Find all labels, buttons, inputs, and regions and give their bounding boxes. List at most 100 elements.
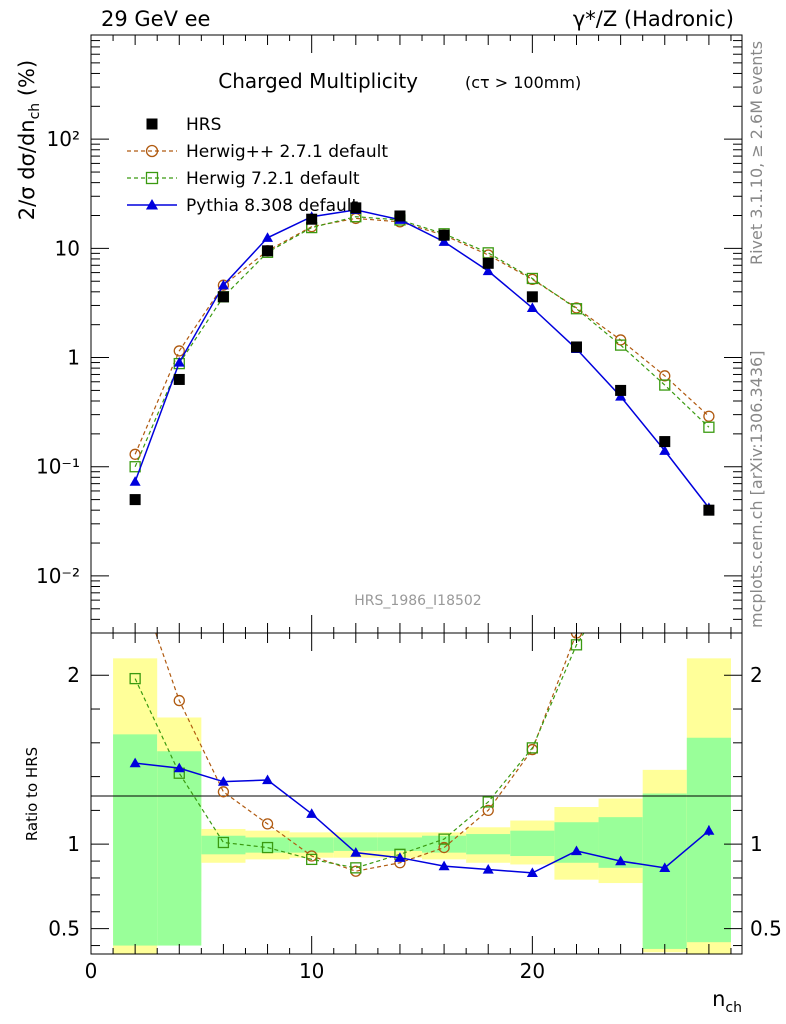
ratio-point [394, 852, 406, 862]
legend-marker [145, 144, 159, 158]
data-point [173, 345, 185, 357]
data-point [659, 445, 671, 455]
series-line-Herwig++ 2.7.1 default [134, 217, 710, 455]
ratio-uncertainty-bands [113, 658, 731, 954]
ratio-point [261, 818, 274, 830]
header-right: γ*/Z (Hadronic) [573, 7, 734, 31]
ratio-point [217, 786, 230, 798]
legend-marker [145, 171, 159, 185]
ratio-point [261, 841, 274, 854]
y-tick-label: 10² [47, 127, 80, 151]
main-title: Charged Multiplicity [218, 69, 418, 93]
data-point [570, 303, 583, 315]
data-point [659, 436, 671, 448]
ratio-y-tick-label: 2 [67, 663, 80, 687]
ratio-point [438, 833, 450, 845]
x-axis-label: nch [712, 987, 742, 1016]
data-point [217, 279, 229, 290]
main-y-tick-labels: 10⁻² 10⁻¹ 1 10 10² [36, 127, 80, 588]
main-axis-ticks [90, 34, 742, 634]
data-point [173, 357, 185, 367]
inner-band-bin [377, 837, 423, 851]
inner-band-bin [333, 837, 378, 851]
ratio-y-axis-label: Ratio to HRS [23, 747, 41, 841]
inner-band-bin [554, 822, 599, 863]
ratio-point [660, 332, 670, 342]
ratio-point [438, 841, 450, 854]
x-tick-label: 10 [299, 959, 324, 983]
x-tick-label: 20 [520, 959, 545, 983]
main-subtitle: (cτ > 100mm) [465, 73, 581, 92]
inner-band-bin [113, 734, 158, 946]
ratio-series-clipped [129, 62, 715, 878]
data-point [659, 379, 671, 391]
ratio-point [217, 776, 229, 786]
ratio-line-Pythia 8.308 default [135, 762, 710, 874]
y-tick-label: 1 [67, 346, 80, 370]
inner-band-bin [466, 834, 511, 855]
inner-band-bin [510, 830, 555, 857]
data-point [217, 291, 229, 303]
data-point [262, 232, 274, 242]
data-point [350, 202, 362, 214]
inner-band-bin [157, 751, 202, 946]
ratio-point [130, 569, 140, 579]
legend-marker [146, 118, 158, 130]
data-point [438, 236, 450, 246]
header-left: 29 GeV ee [101, 7, 210, 31]
ratio-plot-frame [90, 632, 743, 955]
data-point [703, 410, 715, 422]
main-series [129, 202, 715, 516]
data-point [306, 213, 318, 225]
ratio-point [616, 518, 626, 528]
inner-band-bin [245, 837, 290, 853]
ratio-tick-labels: 0.5 0.51 12 20 10 20 [48, 663, 782, 983]
x-tick-label: 0 [85, 959, 98, 983]
ratio-point [526, 867, 538, 878]
y-tick-label: 10 [55, 236, 80, 260]
ratio-point [482, 796, 494, 808]
legend: HRS Herwig++ 2.7.1 default Herwig 7.2.1 de… [127, 115, 388, 216]
data-point [659, 370, 671, 382]
ratio-y-tick-label-right: 2 [750, 663, 763, 687]
data-point [570, 341, 582, 353]
data-point [526, 291, 538, 303]
ratio-point [482, 804, 494, 817]
legend-label: Herwig++ 2.7.1 default [186, 142, 388, 162]
main-plot: Charged Multiplicity (cτ > 100mm) 2/σ dσ… [15, 34, 743, 634]
main-y-axis-label: 2/σ dσ/dnch (%) [15, 60, 43, 220]
ratio-plot: 0.5 0.51 12 20 10 20 Ratio to HRS nch [23, 62, 782, 1016]
data-point [615, 384, 627, 396]
ratio-point [704, 62, 714, 72]
legend-marker [145, 198, 159, 210]
data-point [526, 302, 538, 313]
series-line-Herwig 7.2.1 default [134, 216, 710, 467]
ratio-point [262, 774, 274, 785]
ratio-point [173, 762, 185, 773]
inner-band-bin [289, 837, 334, 853]
data-point [129, 476, 141, 486]
legend-label: Herwig 7.2.1 default [186, 169, 360, 189]
legend-label: HRS [186, 115, 221, 135]
ratio-point [350, 862, 362, 874]
ratio-y-tick-label-right: 1 [750, 832, 763, 856]
inner-band-bin [686, 737, 731, 943]
analysis-watermark: HRS_1986_I18502 [354, 593, 481, 609]
data-point [129, 448, 141, 460]
data-point [482, 265, 494, 276]
y-tick-label: 10⁻¹ [36, 455, 80, 479]
ratio-point [659, 862, 671, 872]
data-point [262, 245, 274, 257]
ratio-point [173, 694, 185, 707]
ratio-point [615, 855, 627, 866]
ratio-point [217, 836, 230, 849]
data-point [526, 272, 539, 285]
data-point [394, 210, 406, 222]
side-text-bottom: mcplots.cern.ch [arXiv:1306.3436] [747, 351, 766, 628]
data-point [173, 373, 185, 385]
data-point [482, 257, 494, 269]
ratio-point [306, 853, 318, 866]
data-point [129, 494, 141, 506]
ratio-point [616, 569, 626, 579]
